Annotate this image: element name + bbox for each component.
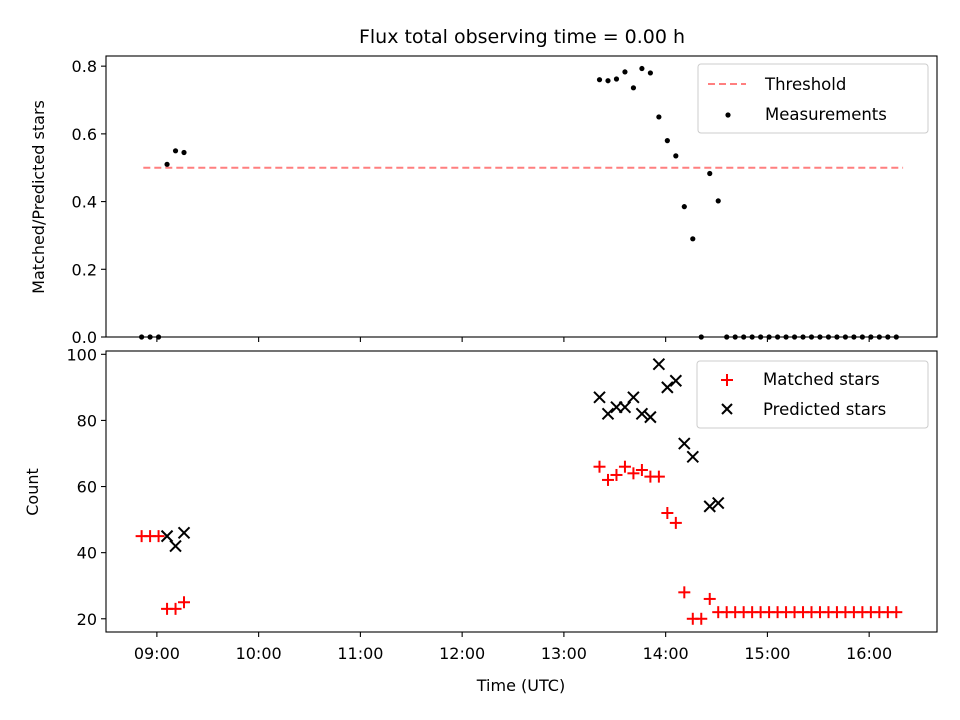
predicted-stars-point [618,400,632,414]
x-tick-label: 13:00 [541,644,587,663]
measurement-point [681,204,687,210]
top-legend-frame [697,63,929,134]
y-tick-label: 40 [77,544,97,563]
bottom-x-ticks: 09:00 10:00 11:00 12:00 13:00 14:00 15:00 16:00 [134,632,892,663]
top-panel: 0.00.20.40.60.8 Matched/Predicted stars … [29,55,938,347]
predicted-stars-point [678,437,691,450]
matched-stars-point [169,602,182,615]
x-tick-label: 11:00 [337,644,383,663]
y-tick-label: 0.8 [72,57,97,76]
bottom-legend-frame [696,360,929,429]
bottom-legend: Matched stars Predicted stars [696,360,929,429]
predicted-stars-point [686,450,699,463]
predicted-stars-point [593,391,606,404]
measurement-point [715,198,721,204]
predicted-stars-point [627,391,640,404]
measurement-point [690,236,696,242]
matched-stars-point [627,467,640,480]
legend-matched-swatch [721,374,733,386]
x-tick-label: 12:00 [439,644,485,663]
top-y-axis-label: Matched/Predicted stars [29,100,48,294]
matched-stars-point [678,586,691,599]
matched-stars-point [703,592,716,605]
measurement-point [707,170,713,177]
chart-title: Flux total observing time = 0.00 h [359,26,685,48]
measurement-point [673,153,679,159]
y-tick-label: 0.6 [72,125,97,144]
x-tick-label: 09:00 [134,644,180,663]
y-tick-label: 0.4 [72,193,97,212]
top-y-ticks: 0.0 0.2 0.4 0.6 0.8 [72,57,106,347]
legend-matched-label: Matched stars [763,370,880,389]
matched-stars-point [661,506,674,519]
y-tick-label: 100 [66,345,97,364]
x-tick-label: 14:00 [643,644,689,663]
predicted-stars-point [712,496,725,510]
legend-threshold-label: Threshold [764,75,846,94]
matched-stars-point [152,530,165,543]
y-tick-label: 80 [77,411,97,430]
predicted-stars-point [669,374,683,387]
legend-predicted-swatch [721,403,733,415]
predicted-stars-point [644,410,657,424]
matched-stars-point [669,516,682,529]
measurement-point [639,65,645,72]
legend-measurements-label: Measurements [765,105,887,124]
predicted-stars-point [160,529,174,543]
matched-stars-point [610,468,623,481]
bottom-marks [135,358,903,625]
bottom-axes-frame [105,350,938,633]
matched-stars-point [890,606,903,619]
predicted-stars-point [635,407,649,421]
predicted-stars-point [177,526,191,540]
measurement-point [664,138,670,144]
x-tick-label: 10:00 [236,644,282,663]
measurement-point [630,85,637,91]
measurement-point [622,69,628,75]
y-tick-label: 0.2 [72,260,97,279]
measurement-point [605,78,611,84]
bottom-x-axis-label: Time (UTC) [476,676,565,695]
predicted-stars-point [601,407,615,421]
measurement-point [647,70,653,76]
y-tick-label: 20 [77,610,97,629]
matched-stars-point [618,460,631,473]
top-x-ticks [156,337,870,342]
measurement-point [613,76,620,82]
measurement-point [596,77,603,83]
top-axes-frame [105,55,938,338]
matched-stars-point [635,464,648,477]
measurement-point [172,148,179,154]
predicted-stars-point [703,500,716,513]
y-tick-label: 0.0 [72,328,97,347]
measurement-point [164,161,170,167]
predicted-stars-point [169,539,182,553]
matched-stars-point [593,460,606,473]
bottom-y-axis-label: Count [23,468,42,516]
measurement-point [181,149,187,156]
x-tick-label: 15:00 [744,644,790,663]
matched-stars-point [178,596,191,609]
y-tick-label: 60 [77,478,97,497]
matched-stars-point [652,470,665,483]
matched-stars-point [601,473,614,486]
legend-predicted-label: Predicted stars [763,400,886,419]
predicted-stars-point [661,381,674,394]
bottom-y-ticks: 20 40 60 80 100 [66,345,106,629]
matched-stars-point [695,612,708,625]
x-tick-label: 16:00 [846,644,892,663]
top-legend: Threshold Measurements [697,63,929,134]
measurement-point [656,114,662,120]
bottom-panel: 20 40 60 80 100 09:00 10:00 11:00 12:00 13:00 14:… [23,345,938,695]
predicted-stars-point [652,358,666,371]
legend-measurements-swatch [725,112,731,118]
